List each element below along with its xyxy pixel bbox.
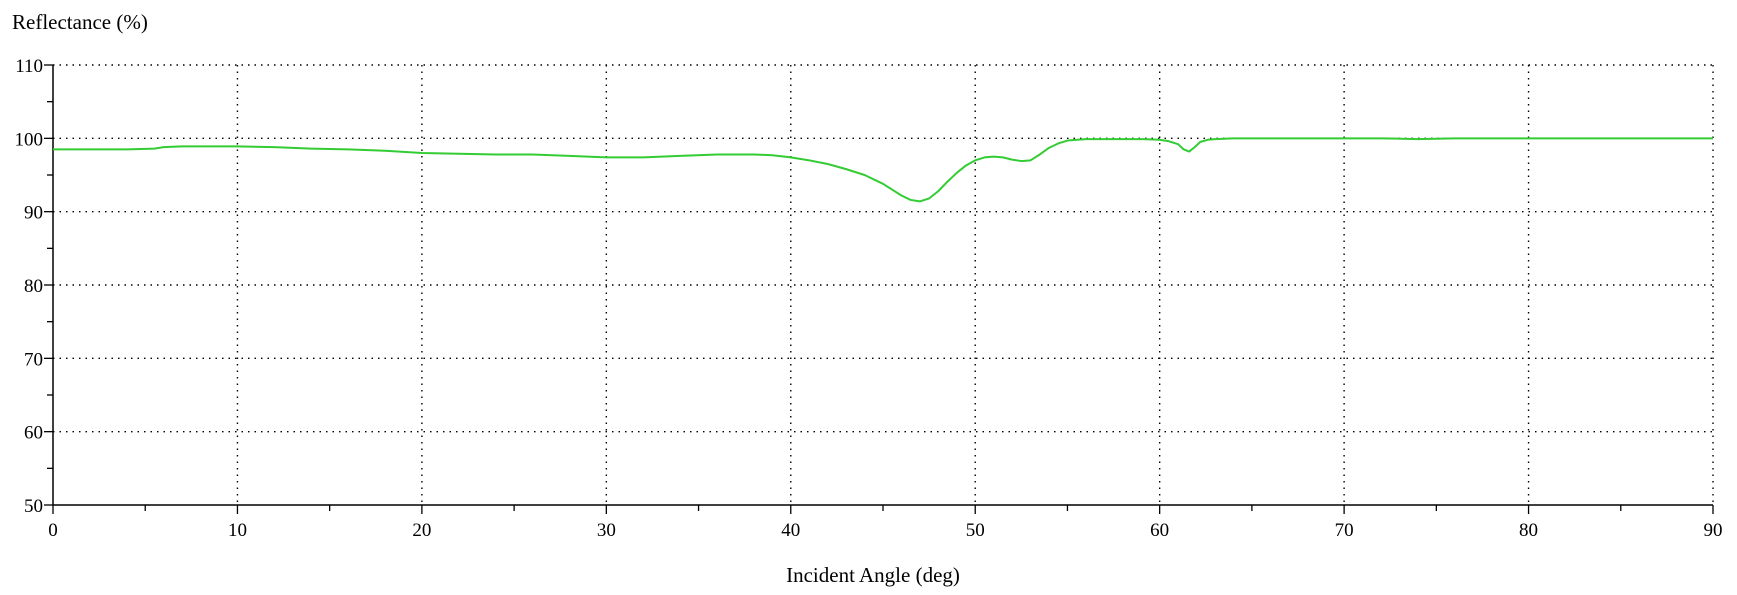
- y-tick-label-50: 50: [24, 496, 43, 517]
- series-layer: [53, 137, 1713, 203]
- y-tick-label-80: 80: [24, 276, 43, 297]
- x-tick-label-30: 30: [597, 520, 616, 541]
- y-tick-label-70: 70: [24, 349, 43, 370]
- x-tick-label-0: 0: [48, 520, 58, 541]
- y-tick-label-110: 110: [15, 56, 43, 77]
- x-tick-label-90: 90: [1704, 520, 1723, 541]
- x-tick-label-50: 50: [966, 520, 985, 541]
- tick-marks: [44, 64, 1714, 514]
- tick-labels: 0 10 20 30 40 50 60 70 80 90 50 60 70 80 90 100 110: [15, 56, 1723, 541]
- y-tick-label-90: 90: [24, 203, 43, 224]
- x-tick-label-40: 40: [781, 520, 800, 541]
- x-tick-label-80: 80: [1519, 520, 1538, 541]
- x-tick-label-10: 10: [228, 520, 247, 541]
- y-tick-label-60: 60: [24, 423, 43, 444]
- series-line-0: [53, 137, 1713, 203]
- x-axis-title: Incident Angle (deg): [786, 563, 960, 587]
- x-tick-label-20: 20: [412, 520, 431, 541]
- y-tick-label-100: 100: [15, 129, 44, 150]
- grid-lines: [53, 64, 1714, 505]
- x-tick-label-60: 60: [1150, 520, 1169, 541]
- y-axis-title: Reflectance (%): [12, 10, 148, 34]
- x-tick-label-70: 70: [1335, 520, 1354, 541]
